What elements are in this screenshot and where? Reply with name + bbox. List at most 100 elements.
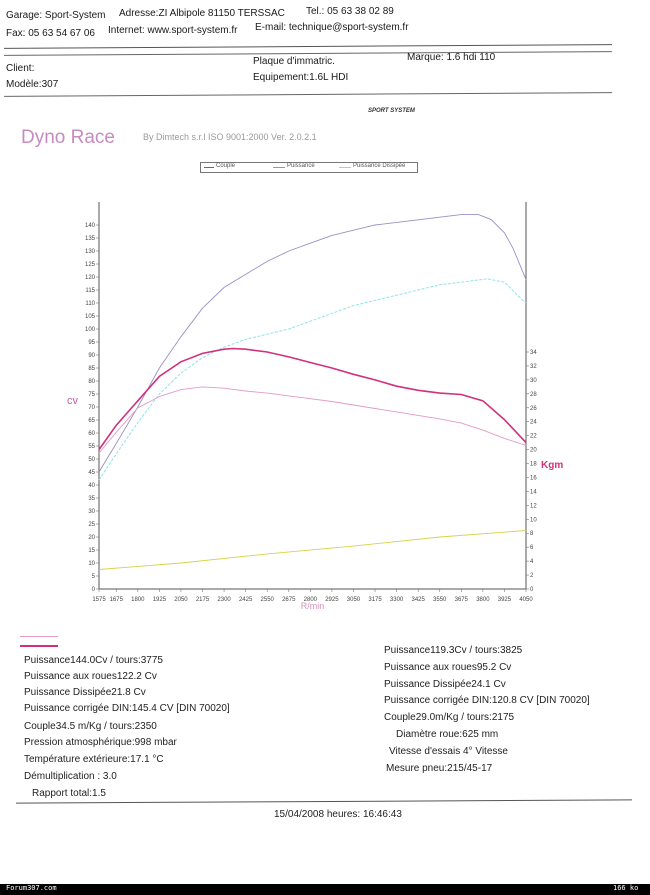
y-right-tick-label: 26 [530, 406, 537, 412]
y-left-tick-label: 45 [88, 470, 95, 476]
y-left-tick-label: 35 [88, 496, 95, 502]
client-label: Client: [6, 63, 35, 74]
result-left-roues: Puissance aux roues122.2 Cv [24, 671, 157, 682]
result-left-corrigee: Puissance corrigée DIN:145.4 CV [DIN 700… [24, 703, 230, 714]
x-tick-label: 2675 [282, 597, 296, 603]
y-right-tick-label: 20 [530, 448, 537, 454]
y-left-tick-label: 95 [88, 340, 95, 346]
y-right-tick-label: 0 [530, 587, 534, 593]
y-axis-right-label: Kgm [541, 460, 563, 471]
series-line-dissipee [98, 530, 527, 570]
result-left-temperature: Température extérieure:17.1 °C [24, 754, 164, 765]
y-left-tick-label: 120 [85, 275, 96, 281]
y-left-tick-label: 80 [88, 379, 95, 385]
y-left-tick-label: 135 [85, 236, 96, 242]
chart-legend: Couple Puissance Puissance Dissipée [200, 162, 418, 173]
y-left-tick-label: 100 [85, 327, 96, 333]
y-left-tick-label: 10 [88, 561, 95, 567]
y-left-tick-label: 75 [88, 392, 95, 398]
y-left-tick-label: 30 [88, 509, 95, 515]
y-left-tick-label: 125 [85, 262, 96, 268]
result-left-couple: Couple34.5 m/Kg / tours:2350 [24, 721, 157, 732]
modele-value: Modèle:307 [6, 79, 59, 90]
legend-couple: Couple [216, 163, 236, 169]
y-left-tick-label: 85 [88, 366, 95, 372]
x-tick-label: 3800 [476, 597, 490, 603]
y-right-tick-label: 22 [530, 434, 537, 440]
result-right-corrigee: Puissance corrigée DIN:120.8 CV [DIN 700… [384, 695, 590, 706]
y-right-tick-label: 8 [530, 531, 534, 537]
legend-puissance: Puissance [287, 163, 315, 169]
x-tick-label: 4050 [519, 597, 533, 603]
y-left-tick-label: 50 [88, 457, 95, 463]
result-right-diametre: Diamètre roue:625 mm [396, 729, 499, 740]
result-left-demultiplication: Démultiplication : 3.0 [24, 771, 117, 782]
result-left-dissipee: Puissance Dissipée21.8 Cv [24, 687, 146, 698]
result-left-rapport: Rapport total:1.5 [32, 788, 106, 799]
plaque-label: Plaque d'immatric. [253, 56, 335, 67]
x-tick-label: 2925 [325, 597, 339, 603]
x-tick-label: 2175 [196, 597, 210, 603]
y-left-tick-label: 110 [85, 301, 95, 307]
print-date: 15/04/2008 heures: 16:46:43 [274, 809, 402, 820]
legend-swatch-couple [204, 167, 214, 168]
y-right-tick-label: 14 [530, 489, 537, 495]
y-right-tick-label: 24 [530, 420, 537, 426]
chart-title: Dyno Race [21, 127, 115, 148]
result-right-puissance: Puissance119.3Cv / tours:3825 [384, 645, 523, 656]
date-rule [16, 799, 632, 804]
equipement-value: Equipement:1.6L HDI [253, 72, 349, 83]
result-right-roues: Puissance aux roues95.2 Cv [384, 662, 512, 673]
x-tick-label: 1925 [153, 597, 167, 603]
legend-dissipee: Puissance Dissipée [353, 163, 406, 169]
x-tick-label: 3050 [347, 597, 361, 603]
y-left-tick-label: 70 [88, 405, 95, 411]
x-tick-label: 3675 [455, 597, 469, 603]
results-swatch-light [20, 636, 58, 637]
footer-size: 166 ko [613, 884, 639, 892]
y-right-tick-label: 18 [530, 462, 537, 468]
x-tick-label: 2300 [217, 597, 231, 603]
results-swatch-dark [20, 645, 58, 647]
x-tick-label: 3175 [368, 597, 382, 603]
y-left-tick-label: 25 [88, 522, 95, 528]
y-left-tick-label: 90 [88, 353, 95, 359]
garage-phone: Tel.: 05 63 38 02 89 [306, 6, 394, 17]
sport-system-logo: SPORT SYSTEM [368, 108, 415, 114]
x-tick-label: 2425 [239, 597, 253, 603]
y-right-tick-label: 34 [530, 350, 537, 356]
legend-swatch-dissipee [339, 167, 351, 168]
y-axis-left-label: cv [67, 395, 79, 407]
y-left-tick-label: 20 [88, 535, 95, 541]
y-right-tick-label: 2 [530, 573, 534, 579]
y-left-tick-label: 130 [85, 249, 96, 255]
marque-value: Marque: 1.6 hdi 110 [407, 52, 496, 63]
garage-fax: Fax: 05 63 54 67 06 [6, 28, 95, 39]
x-tick-label: 3550 [433, 597, 447, 603]
x-tick-label: 2050 [174, 597, 188, 603]
y-left-tick-label: 140 [85, 223, 96, 229]
result-left-puissance: Puissance144.0Cv / tours:3775 [24, 655, 163, 666]
result-right-pneu: Mesure pneu:215/45-17 [386, 763, 493, 774]
y-right-tick-label: 4 [530, 559, 534, 565]
y-left-tick-label: 65 [88, 418, 95, 424]
x-tick-label: 2800 [304, 597, 318, 603]
y-right-tick-label: 6 [530, 545, 534, 551]
result-left-pression: Pression atmosphérique:998 mbar [24, 737, 177, 748]
y-left-tick-label: 55 [88, 444, 95, 450]
series-line-couple_light [98, 386, 527, 454]
garage-name: Garage: Sport-System [6, 10, 106, 21]
dyno-chart: 0510152025303540455055606570758085909510… [67, 202, 563, 611]
x-tick-label: 1575 [92, 597, 106, 603]
garage-address: Adresse:ZI Albipole 81150 TERSSAC [119, 8, 285, 19]
footer-bar: Forum307.com 166 ko [0, 884, 650, 895]
x-tick-label: 1800 [131, 597, 145, 603]
footer-site: Forum307.com [6, 884, 57, 892]
y-left-tick-label: 0 [92, 587, 96, 593]
x-tick-label: 1675 [110, 597, 124, 603]
result-right-vitesse: Vitesse d'essais 4° Vitesse [389, 746, 508, 757]
series-line-puissance [98, 214, 527, 473]
series-line-couple [98, 347, 527, 451]
x-tick-label: 3300 [390, 597, 404, 603]
y-right-tick-label: 12 [530, 503, 537, 509]
